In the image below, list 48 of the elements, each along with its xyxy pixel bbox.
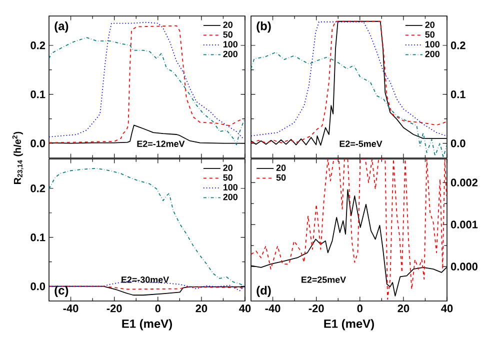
legend-label: 100	[425, 41, 440, 48]
annotation: E2=-30meV	[122, 276, 170, 283]
legend-label: 100	[223, 184, 238, 190]
annotation: (d)	[256, 286, 271, 297]
legend-label: 50	[425, 31, 435, 38]
y-axis-title: R$_{23,14}$ (h/e$^{2}$)	[12, 132, 24, 184]
annotation: (b)	[256, 21, 271, 33]
y-tick-label: 0.1	[450, 90, 466, 98]
x-tick-label: 40	[239, 304, 251, 312]
legend-label: 20	[223, 164, 233, 171]
y-tick-label: 0.2	[30, 184, 46, 192]
legend-label: 200	[425, 50, 440, 58]
x-tick-label: -20	[106, 304, 122, 312]
y-tick-label: 0.002	[450, 178, 478, 186]
x-tick-label: -40	[63, 304, 78, 312]
y-tick-label: 0.2	[30, 42, 46, 50]
legend-label: 20	[223, 22, 233, 28]
legend-label: 50	[223, 174, 233, 181]
y-tick-label: 0.0	[30, 282, 46, 290]
y-tick-label: 0.0	[450, 139, 466, 148]
y-tick-label: 0.1	[30, 233, 46, 242]
y-tick-label: 0.1	[30, 90, 46, 98]
x-tick-label: 20	[196, 304, 208, 312]
annotation: E2=25meV	[302, 276, 346, 283]
x-tick-label: 0	[155, 304, 160, 312]
legend-label: 50	[223, 31, 233, 38]
annotation: (c)	[54, 286, 68, 297]
x-tick-label: 20	[398, 304, 410, 312]
y-tick-label: 0.000	[450, 262, 478, 270]
legend-label: 20	[276, 164, 286, 171]
x-tick-label: 40	[441, 304, 453, 312]
y-tick-label: 0.001	[450, 220, 478, 228]
annotation: E2=-5meV	[340, 140, 382, 147]
legend-label: 200	[223, 194, 238, 200]
x-tick-label: -20	[308, 304, 324, 312]
line-series	[251, 52, 447, 158]
x-axis-title: E1 (meV)	[122, 319, 172, 330]
legend-label: 50	[276, 174, 286, 181]
y-tick-label: 0.0	[30, 139, 46, 148]
y-tick-label: 0.2	[450, 42, 466, 50]
annotation: (a)	[54, 21, 68, 33]
x-tick-label: 0	[357, 304, 362, 312]
x-axis-title: E1 (meV)	[324, 319, 374, 330]
legend-label: 200	[223, 50, 238, 58]
legend-label: 20	[425, 22, 435, 28]
x-tick-label: -40	[265, 304, 280, 312]
annotation: E2=-12meV	[137, 140, 185, 147]
legend-label: 100	[223, 41, 238, 48]
